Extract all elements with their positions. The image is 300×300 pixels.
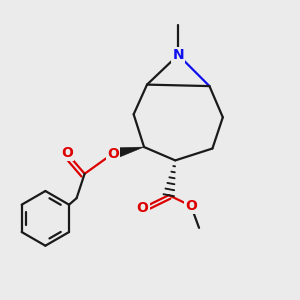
- Text: O: O: [185, 199, 197, 213]
- Text: O: O: [136, 201, 148, 215]
- Text: N: N: [172, 48, 184, 62]
- Polygon shape: [112, 147, 144, 159]
- Text: O: O: [107, 147, 119, 160]
- Text: O: O: [61, 146, 73, 160]
